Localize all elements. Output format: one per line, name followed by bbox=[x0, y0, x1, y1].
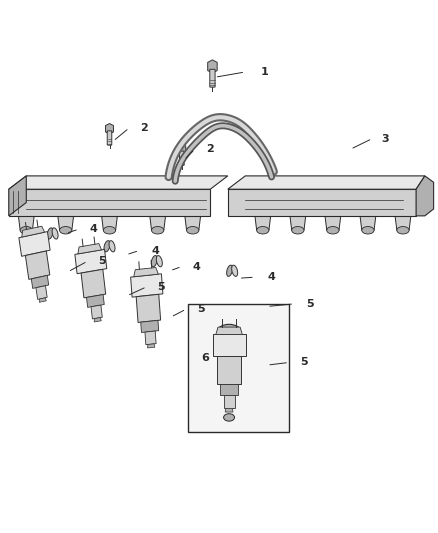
Text: 4: 4 bbox=[193, 262, 201, 271]
Ellipse shape bbox=[103, 227, 116, 234]
Text: 4: 4 bbox=[151, 246, 159, 255]
Polygon shape bbox=[212, 335, 246, 356]
Polygon shape bbox=[31, 276, 49, 288]
Polygon shape bbox=[19, 231, 50, 256]
Ellipse shape bbox=[60, 227, 72, 234]
FancyBboxPatch shape bbox=[180, 151, 184, 165]
Polygon shape bbox=[9, 176, 26, 216]
Ellipse shape bbox=[151, 255, 157, 267]
Polygon shape bbox=[225, 408, 233, 412]
Ellipse shape bbox=[20, 227, 32, 234]
Text: 1: 1 bbox=[261, 67, 268, 77]
FancyBboxPatch shape bbox=[188, 304, 289, 432]
Polygon shape bbox=[220, 384, 238, 395]
Polygon shape bbox=[39, 298, 46, 302]
Polygon shape bbox=[102, 216, 117, 230]
Polygon shape bbox=[58, 216, 74, 230]
Polygon shape bbox=[9, 189, 210, 216]
Polygon shape bbox=[131, 274, 163, 297]
Polygon shape bbox=[216, 327, 242, 335]
Polygon shape bbox=[22, 226, 45, 237]
Polygon shape bbox=[136, 294, 161, 322]
Ellipse shape bbox=[226, 265, 233, 277]
Polygon shape bbox=[25, 251, 50, 279]
Ellipse shape bbox=[362, 227, 374, 234]
Polygon shape bbox=[208, 60, 217, 73]
Polygon shape bbox=[141, 320, 159, 333]
Polygon shape bbox=[106, 124, 113, 134]
Text: 3: 3 bbox=[381, 134, 389, 143]
Polygon shape bbox=[228, 176, 425, 189]
Polygon shape bbox=[36, 286, 47, 300]
FancyBboxPatch shape bbox=[210, 69, 215, 87]
Ellipse shape bbox=[257, 227, 269, 234]
Polygon shape bbox=[290, 216, 306, 230]
Ellipse shape bbox=[292, 227, 304, 234]
Ellipse shape bbox=[397, 227, 409, 234]
Text: 5: 5 bbox=[300, 358, 307, 367]
Text: 6: 6 bbox=[201, 353, 209, 363]
Polygon shape bbox=[255, 216, 271, 230]
Ellipse shape bbox=[218, 324, 240, 338]
Polygon shape bbox=[228, 189, 416, 216]
Polygon shape bbox=[91, 305, 102, 319]
Polygon shape bbox=[185, 216, 201, 230]
Ellipse shape bbox=[156, 255, 162, 267]
Ellipse shape bbox=[223, 328, 235, 334]
Text: 4: 4 bbox=[90, 224, 98, 234]
Polygon shape bbox=[86, 295, 104, 308]
Ellipse shape bbox=[187, 227, 199, 234]
Polygon shape bbox=[75, 249, 107, 274]
Text: 4: 4 bbox=[267, 272, 275, 282]
FancyBboxPatch shape bbox=[107, 131, 112, 145]
Polygon shape bbox=[148, 344, 155, 348]
Ellipse shape bbox=[152, 227, 164, 234]
Polygon shape bbox=[134, 268, 159, 277]
Polygon shape bbox=[9, 176, 228, 189]
Ellipse shape bbox=[224, 414, 235, 421]
Ellipse shape bbox=[47, 228, 53, 239]
Ellipse shape bbox=[327, 227, 339, 234]
Polygon shape bbox=[94, 318, 101, 322]
Polygon shape bbox=[145, 331, 156, 345]
Text: 2: 2 bbox=[206, 144, 214, 154]
Text: 2: 2 bbox=[140, 123, 148, 133]
Polygon shape bbox=[217, 356, 241, 384]
Polygon shape bbox=[81, 269, 106, 298]
Polygon shape bbox=[18, 216, 34, 230]
Polygon shape bbox=[325, 216, 341, 230]
Polygon shape bbox=[78, 244, 102, 254]
Text: 5: 5 bbox=[307, 299, 314, 309]
Ellipse shape bbox=[109, 240, 115, 252]
Polygon shape bbox=[223, 395, 235, 408]
Ellipse shape bbox=[232, 265, 238, 277]
Polygon shape bbox=[178, 144, 186, 154]
Ellipse shape bbox=[52, 228, 58, 239]
Polygon shape bbox=[416, 176, 434, 216]
Polygon shape bbox=[360, 216, 376, 230]
Text: 5: 5 bbox=[158, 282, 165, 292]
Ellipse shape bbox=[104, 240, 110, 252]
Polygon shape bbox=[150, 216, 166, 230]
Text: 5: 5 bbox=[99, 256, 106, 266]
Polygon shape bbox=[395, 216, 411, 230]
Text: 5: 5 bbox=[197, 304, 205, 314]
